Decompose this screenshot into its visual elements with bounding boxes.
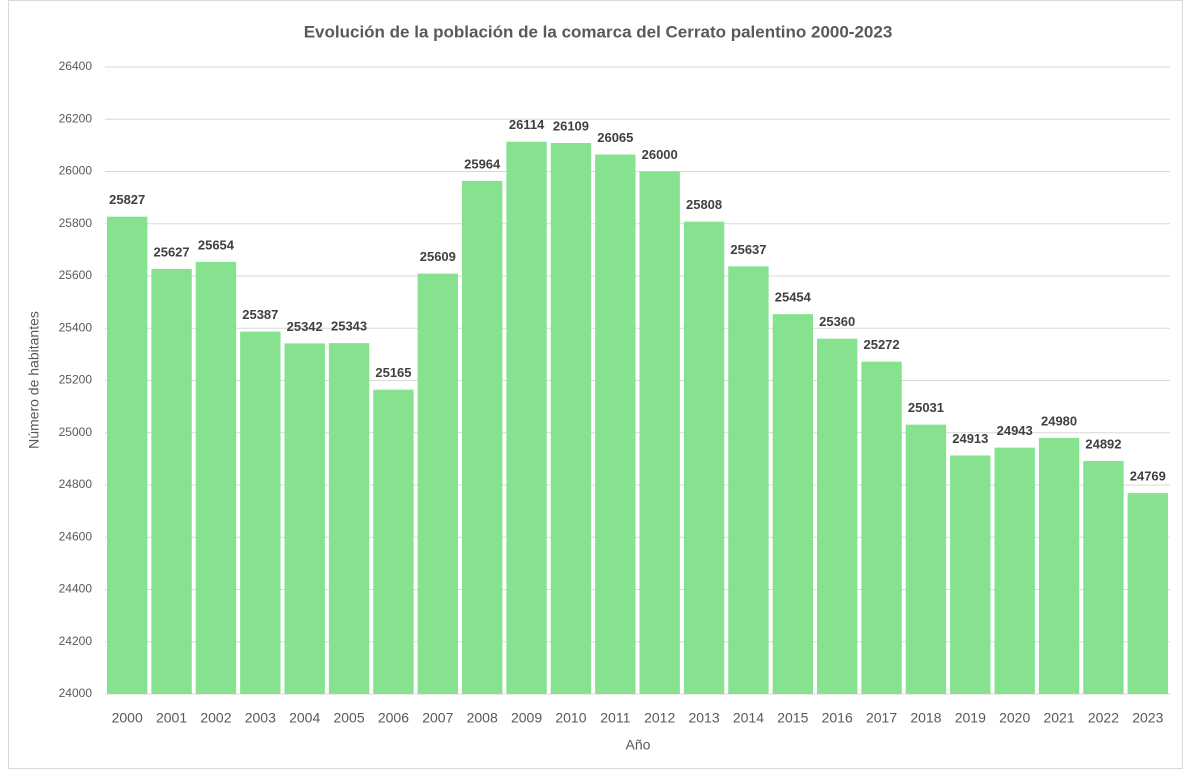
bar xyxy=(816,338,858,694)
data-label: 25637 xyxy=(730,242,766,257)
bar xyxy=(994,447,1035,694)
bar xyxy=(328,343,370,694)
bar xyxy=(1127,493,1169,694)
data-label: 26114 xyxy=(509,117,545,132)
data-label: 25342 xyxy=(287,319,323,334)
x-tick-label: 2023 xyxy=(1132,710,1163,726)
x-tick-label: 2006 xyxy=(378,710,409,726)
data-label: 24913 xyxy=(952,431,988,446)
bar xyxy=(550,143,592,694)
data-label: 24769 xyxy=(1130,469,1166,484)
bar xyxy=(639,171,680,694)
x-tick-label: 2007 xyxy=(422,710,453,726)
data-label: 25454 xyxy=(775,290,812,305)
y-axis-label: Número de habitantes xyxy=(26,311,42,449)
x-tick-label: 2014 xyxy=(733,710,764,726)
x-tick-label: 2017 xyxy=(866,710,897,726)
bar xyxy=(1038,437,1080,694)
x-tick-label: 2022 xyxy=(1088,710,1119,726)
y-tick-label: 26000 xyxy=(59,164,93,178)
x-tick-label: 2013 xyxy=(688,710,719,726)
x-tick-label: 2002 xyxy=(200,710,231,726)
data-label: 24892 xyxy=(1085,436,1121,451)
x-tick-label: 2010 xyxy=(555,710,586,726)
bar xyxy=(506,141,547,694)
data-label: 24943 xyxy=(997,423,1033,438)
y-tick-label: 24200 xyxy=(59,634,93,648)
y-tick-label: 26400 xyxy=(59,59,93,73)
bar xyxy=(595,154,636,695)
x-tick-label: 2016 xyxy=(822,710,853,726)
data-label: 25609 xyxy=(420,249,456,264)
x-tick-label: 2008 xyxy=(467,710,498,726)
y-tick-label: 24400 xyxy=(59,582,93,596)
bar xyxy=(728,266,769,694)
bar xyxy=(683,221,725,694)
y-tick-label: 24000 xyxy=(59,686,93,700)
y-tick-label: 25400 xyxy=(59,320,93,334)
data-label: 26000 xyxy=(642,147,678,162)
y-tick-label: 24600 xyxy=(59,529,93,543)
bar xyxy=(861,361,902,694)
x-tick-label: 2020 xyxy=(999,710,1030,726)
bar xyxy=(284,343,325,694)
x-tick-label: 2005 xyxy=(333,710,364,726)
data-label: 25808 xyxy=(686,197,722,212)
x-axis-label: Año xyxy=(626,737,651,753)
data-label: 25827 xyxy=(109,192,145,207)
x-tick-label: 2015 xyxy=(777,710,808,726)
x-tick-label: 2019 xyxy=(955,710,986,726)
bar xyxy=(1083,460,1124,694)
bar xyxy=(905,424,947,694)
y-tick-label: 25800 xyxy=(59,216,93,230)
y-tick-label: 24800 xyxy=(59,477,93,491)
x-tick-label: 2011 xyxy=(600,710,630,726)
x-tick-label: 2021 xyxy=(1043,710,1074,726)
bar xyxy=(151,268,192,694)
y-tick-label: 25200 xyxy=(59,373,93,387)
bar xyxy=(950,455,991,694)
data-label: 25165 xyxy=(375,365,411,380)
x-tick-label: 2004 xyxy=(289,710,320,726)
bar xyxy=(461,180,503,694)
data-label: 25654 xyxy=(198,237,235,252)
chart-title: Evolución de la población de la comarca … xyxy=(304,22,893,41)
data-label: 25627 xyxy=(153,244,189,259)
x-tick-label: 2012 xyxy=(644,710,675,726)
data-label: 24980 xyxy=(1041,413,1077,428)
bar xyxy=(772,314,814,694)
y-tick-label: 25000 xyxy=(59,425,93,439)
data-label: 25343 xyxy=(331,319,367,334)
data-label: 25031 xyxy=(908,400,944,415)
data-label: 26065 xyxy=(597,130,633,145)
bar xyxy=(106,216,148,695)
bar xyxy=(195,261,237,694)
data-label: 25387 xyxy=(242,307,278,322)
y-tick-label: 26200 xyxy=(59,111,93,125)
x-tick-label: 2003 xyxy=(245,710,276,726)
bar xyxy=(240,331,281,694)
x-tick-label: 2001 xyxy=(156,710,187,726)
bar xyxy=(417,273,459,694)
x-tick-label: 2018 xyxy=(910,710,941,726)
data-label: 25964 xyxy=(464,156,501,171)
data-label: 26109 xyxy=(553,118,589,133)
data-label: 25360 xyxy=(819,314,855,329)
y-tick-label: 25600 xyxy=(59,268,93,282)
data-label: 25272 xyxy=(863,337,899,352)
x-tick-label: 2009 xyxy=(511,710,542,726)
x-tick-label: 2000 xyxy=(112,710,143,726)
bar xyxy=(373,389,414,694)
